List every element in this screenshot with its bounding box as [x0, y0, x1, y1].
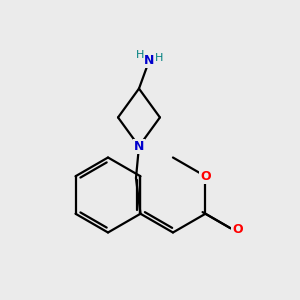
Text: O: O	[200, 170, 211, 183]
Text: H: H	[135, 50, 144, 60]
Text: N: N	[134, 140, 144, 153]
Text: O: O	[232, 223, 243, 236]
Text: N: N	[144, 54, 154, 67]
Text: H: H	[154, 53, 163, 63]
